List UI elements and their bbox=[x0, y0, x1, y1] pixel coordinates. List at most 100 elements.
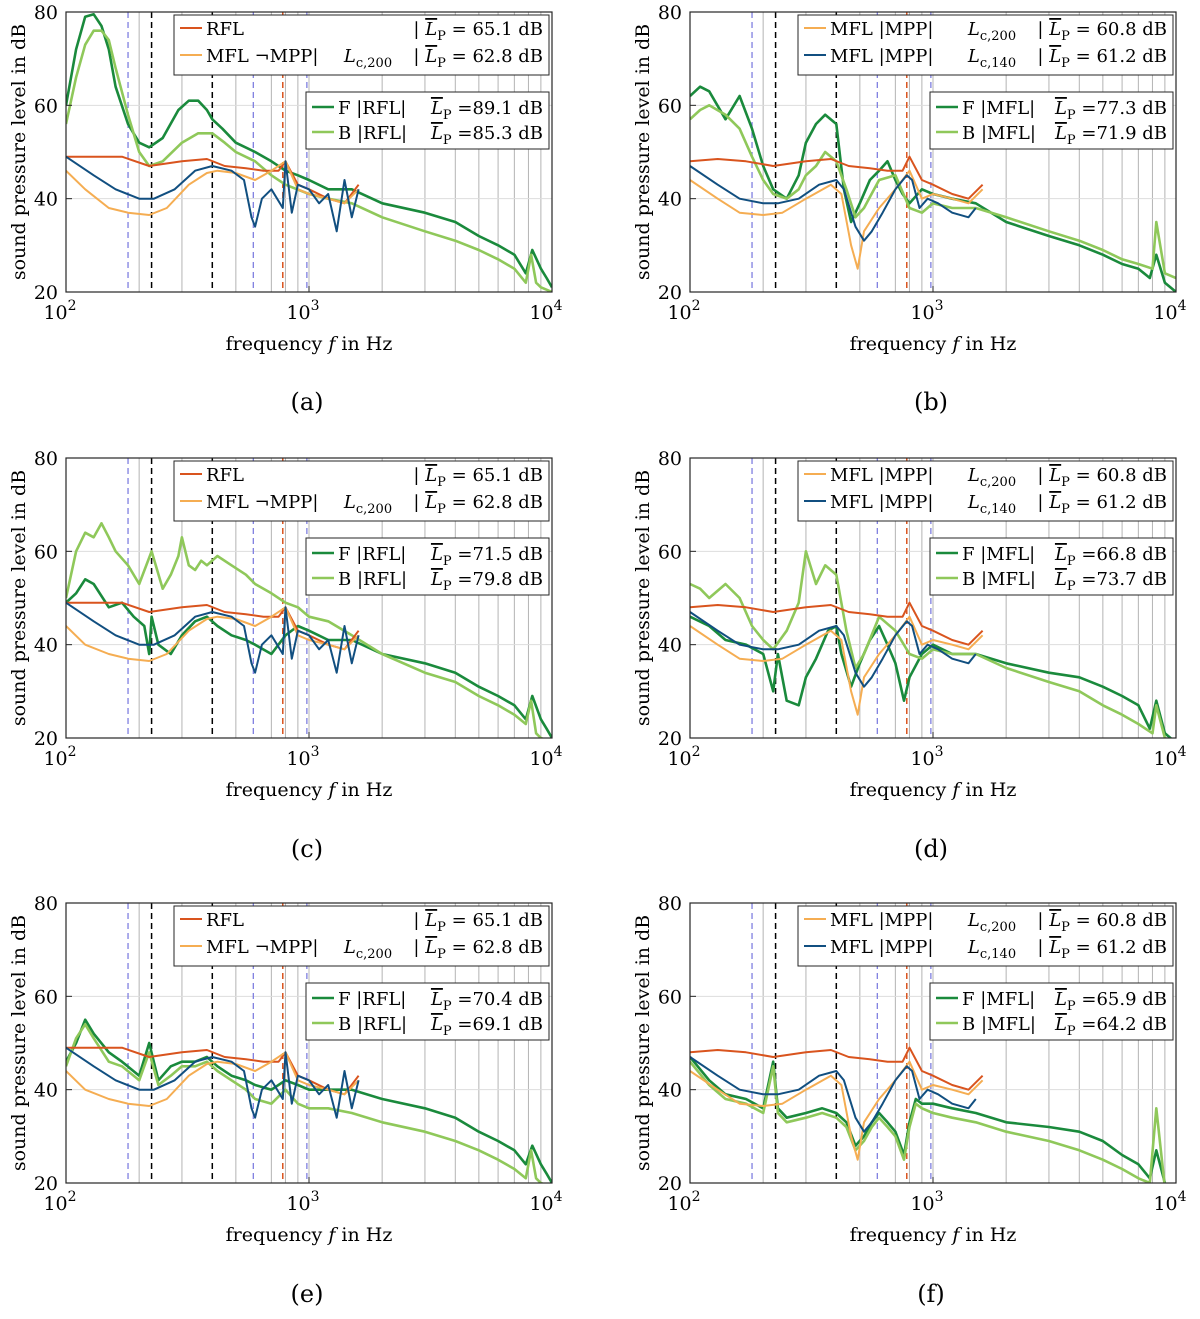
chart-panel-c: 20 40 60 80 102 103 104 frequency f in Hz sound … bbox=[8, 448, 563, 863]
series-line-b bbox=[690, 550, 1169, 738]
legend-bottom-box bbox=[305, 91, 550, 150]
legend-label: MFL ¬MPP| bbox=[206, 46, 318, 67]
legend-level: LP =69.1 dB bbox=[430, 1014, 543, 1039]
series-line-rfl bbox=[690, 1046, 984, 1091]
y-tick-label: 60 bbox=[658, 986, 682, 1008]
y-tick-label: 80 bbox=[34, 2, 58, 24]
legend-length: Lc,200 bbox=[967, 19, 1016, 44]
y-tick-label: 80 bbox=[658, 448, 682, 470]
legend-label: B |MFL| bbox=[962, 569, 1036, 590]
legend-label: MFL |MPP| bbox=[830, 46, 933, 67]
x-tick-label: 104 bbox=[529, 1189, 562, 1215]
legend-length: Lc,200 bbox=[343, 46, 392, 71]
legend-label: MFL |MPP| bbox=[830, 492, 933, 513]
legend-top-box bbox=[797, 905, 1174, 967]
legend-top-box bbox=[173, 460, 550, 522]
series-line-mfl_mpp_140 bbox=[690, 611, 977, 688]
chart-panel-f: 20 40 60 80 102 103 104 frequency f in Hz sound … bbox=[632, 893, 1187, 1308]
legend-top-box bbox=[797, 460, 1174, 522]
legend-bottom-box bbox=[929, 91, 1174, 150]
x-tick-label: 102 bbox=[667, 744, 700, 770]
legend-level: LP =70.4 dB bbox=[430, 989, 543, 1014]
legend-level: | LP = 61.2 dB bbox=[1037, 492, 1167, 517]
legend-level: LP =73.7 dB bbox=[1054, 569, 1167, 594]
series-line-b bbox=[66, 1023, 545, 1183]
legend-level: LP =89.1 dB bbox=[430, 98, 543, 123]
series-line-rfl bbox=[690, 155, 984, 200]
x-axis-label: frequency f in Hz bbox=[850, 1224, 1017, 1246]
x-axis-label: frequency f in Hz bbox=[226, 333, 393, 355]
y-tick-label: 60 bbox=[34, 986, 58, 1008]
y-tick-label: 20 bbox=[34, 1173, 58, 1195]
legend-level: | LP = 65.1 dB bbox=[413, 19, 543, 44]
legend-bottom-box bbox=[305, 537, 550, 596]
series-line-b bbox=[66, 522, 545, 738]
y-tick-label: 20 bbox=[658, 1173, 682, 1195]
series-line-mfl_mpp_140 bbox=[66, 155, 360, 233]
x-tick-label: 104 bbox=[1153, 1189, 1186, 1215]
series-group bbox=[66, 522, 552, 738]
x-tick-label: 103 bbox=[910, 1189, 943, 1215]
y-tick-label: 40 bbox=[658, 635, 682, 657]
legend-label: B |RFL| bbox=[338, 569, 407, 590]
legend-label: F |RFL| bbox=[338, 98, 406, 119]
series-line-rfl bbox=[66, 1046, 360, 1096]
legend-level: | LP = 60.8 dB bbox=[1037, 465, 1167, 490]
legend-label: B |RFL| bbox=[338, 1014, 407, 1035]
series-line-b bbox=[690, 104, 1176, 280]
y-tick-label: 20 bbox=[658, 282, 682, 304]
legend-label: RFL bbox=[206, 465, 244, 486]
legend-bottom-box bbox=[929, 982, 1174, 1041]
series-line-mfl_nompp bbox=[690, 615, 984, 716]
series-group bbox=[66, 13, 552, 292]
y-axis-label: sound pressure level in dB bbox=[8, 915, 30, 1171]
series-line-f bbox=[690, 85, 1176, 292]
series-line-mfl_mpp_140 bbox=[66, 1046, 360, 1119]
legend-label: F |RFL| bbox=[338, 989, 406, 1010]
panel-caption: (e) bbox=[291, 1280, 324, 1308]
x-tick-label: 102 bbox=[43, 744, 76, 770]
legend-level: LP =79.8 dB bbox=[430, 569, 543, 594]
y-tick-label: 40 bbox=[658, 189, 682, 211]
y-axis-label: sound pressure level in dB bbox=[632, 915, 654, 1171]
y-tick-label: 20 bbox=[34, 728, 58, 750]
legend-label: F |MFL| bbox=[962, 98, 1035, 119]
legend-label: F |RFL| bbox=[338, 544, 406, 565]
y-tick-label: 60 bbox=[658, 95, 682, 117]
legend-level: | LP = 62.8 dB bbox=[413, 492, 543, 517]
legend-level: LP =77.3 dB bbox=[1054, 98, 1167, 123]
legend-label: B |RFL| bbox=[338, 123, 407, 144]
x-axis-label: frequency f in Hz bbox=[850, 779, 1017, 801]
legend-label: F |MFL| bbox=[962, 989, 1035, 1010]
series-group bbox=[690, 1046, 1169, 1183]
y-tick-label: 60 bbox=[34, 541, 58, 563]
y-tick-label: 80 bbox=[658, 893, 682, 915]
y-tick-label: 40 bbox=[34, 635, 58, 657]
legend-label: MFL |MPP| bbox=[830, 19, 933, 40]
legend-length: Lc,140 bbox=[967, 492, 1016, 517]
x-tick-label: 102 bbox=[667, 298, 700, 324]
chart-panel-b: 20 40 60 80 102 103 104 frequency f in Hz sound … bbox=[632, 2, 1187, 416]
legend-level: | LP = 65.1 dB bbox=[413, 910, 543, 935]
y-axis-label: sound pressure level in dB bbox=[632, 470, 654, 726]
legend-label: F |MFL| bbox=[962, 544, 1035, 565]
series-line-mfl_mpp_140 bbox=[66, 601, 360, 674]
x-axis-label: frequency f in Hz bbox=[850, 333, 1017, 355]
panel-caption: (b) bbox=[914, 388, 948, 416]
y-axis-label: sound pressure level in dB bbox=[632, 24, 654, 280]
legend-bottom-box bbox=[929, 537, 1174, 596]
y-tick-label: 40 bbox=[34, 1080, 58, 1102]
y-tick-label: 80 bbox=[658, 2, 682, 24]
panel-caption: (d) bbox=[914, 835, 948, 863]
x-tick-label: 104 bbox=[529, 744, 562, 770]
legend-length: Lc,200 bbox=[967, 465, 1016, 490]
legend-level: LP =71.5 dB bbox=[430, 544, 543, 569]
legend-label: MFL |MPP| bbox=[830, 465, 933, 486]
chart-panel-a: 20 40 60 80 102 103 104 frequency f in Hz sound … bbox=[8, 2, 563, 416]
legend-level: LP =64.2 dB bbox=[1054, 1014, 1167, 1039]
legend-length: Lc,200 bbox=[343, 937, 392, 962]
legend-label: B |MFL| bbox=[962, 123, 1036, 144]
y-axis-label: sound pressure level in dB bbox=[8, 470, 30, 726]
